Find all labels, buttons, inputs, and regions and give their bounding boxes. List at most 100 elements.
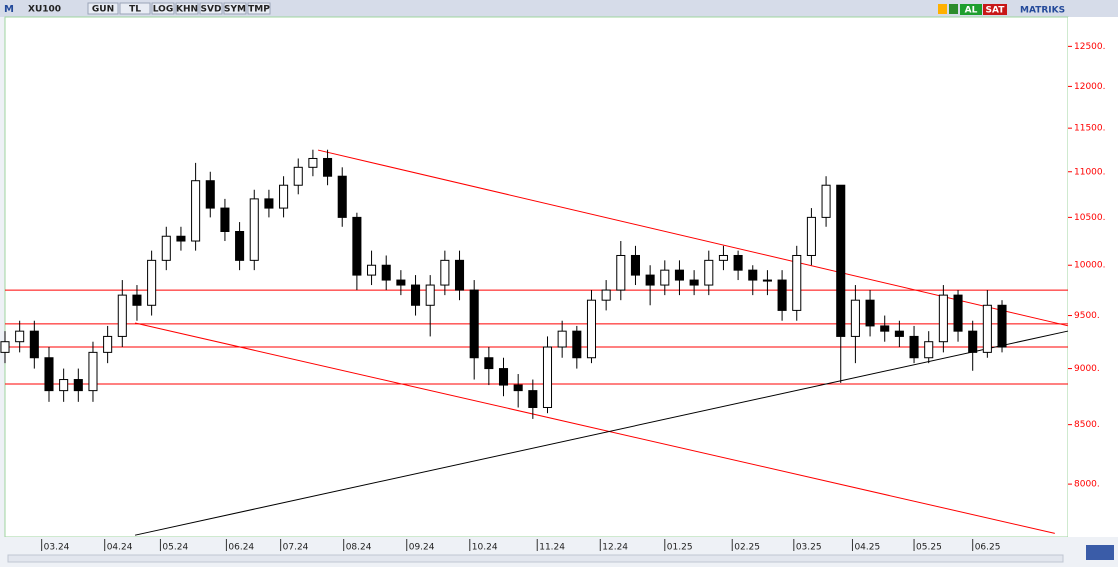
candle-body: [909, 335, 919, 359]
candle-body: [117, 294, 127, 337]
candle-body: [997, 304, 1007, 348]
candle-body: [924, 341, 934, 359]
candle-body: [586, 299, 597, 359]
x-tick-label: 03.24: [44, 543, 70, 553]
x-tick-label: 06.24: [228, 543, 254, 553]
settings-button[interactable]: [1086, 545, 1114, 560]
toolbar-button[interactable]: [199, 2, 223, 15]
candle-body: [323, 157, 333, 177]
brand: MATRIKS: [1020, 6, 1065, 16]
toolbar-button-label: TMP: [248, 5, 270, 15]
y-tick-label: 8000.: [1074, 480, 1100, 490]
candle-body: [821, 184, 831, 218]
candle-body: [660, 269, 670, 286]
toolbar-items: M XU100 AL SAT MATRIKS GUN TL LOG KHN SVD SYM…: [4, 2, 1065, 16]
candle-body: [396, 279, 406, 286]
candle-body: [147, 259, 157, 306]
y-tick-label: 11000.: [1074, 167, 1106, 177]
candle-body: [880, 325, 890, 332]
candle-body: [293, 166, 303, 186]
candle-body: [953, 294, 963, 332]
y-tick-label: 11500.: [1074, 124, 1106, 134]
x-tick-label: 04.24: [107, 543, 133, 553]
candle-body: [645, 274, 655, 286]
x-tick-label: 08.24: [346, 543, 372, 553]
candle-body: [733, 254, 743, 271]
candle-body: [88, 351, 98, 392]
x-tick-label: 05.24: [162, 543, 188, 553]
toolbar-button[interactable]: [119, 2, 151, 15]
symbol: XU100: [28, 5, 61, 15]
sell-button[interactable]: [983, 4, 1007, 15]
toolbar-button-label: GUN: [92, 5, 114, 15]
candle-body: [220, 207, 230, 232]
candle-body: [484, 357, 494, 370]
candle-body: [103, 335, 113, 353]
toolbar-button[interactable]: [223, 2, 247, 15]
candle-body: [29, 330, 39, 359]
plot-area: [4, 16, 1069, 538]
candle-body: [367, 264, 377, 276]
toolbar-button[interactable]: [247, 2, 271, 15]
y-axis-area: [1068, 17, 1118, 537]
candle-body: [235, 230, 245, 261]
candle-body: [498, 368, 509, 386]
logo: M: [4, 4, 14, 15]
x-tick-label: 12.24: [602, 543, 628, 553]
candle-body: [264, 198, 274, 209]
x-tick-label: 03.25: [796, 543, 822, 553]
x-tick-label: 02.25: [734, 543, 760, 553]
candle-body: [850, 299, 860, 337]
sell-label: SAT: [986, 6, 1006, 16]
scrollbar[interactable]: [7, 554, 1064, 563]
candle-body: [59, 379, 69, 392]
candle-body: [44, 357, 54, 392]
candle-body: [968, 330, 978, 353]
candle-body: [836, 184, 846, 337]
toolbar-button-label: SVD: [201, 5, 222, 15]
x-tick-label: 11.24: [539, 543, 565, 553]
candle-body: [161, 235, 171, 261]
trend-line: [134, 322, 1055, 534]
y-tick-label: 12500.: [1074, 42, 1106, 52]
y-tick-label: 10000.: [1074, 261, 1106, 271]
x-tick-label: 10.24: [472, 543, 498, 553]
candle-body: [601, 289, 611, 301]
candle-body: [132, 294, 142, 306]
candle-body: [894, 330, 904, 337]
x-tick-label: 05.25: [916, 543, 942, 553]
x-tick-label: 06.25: [975, 543, 1001, 553]
toolbar-button[interactable]: [87, 2, 119, 15]
candle-body: [718, 254, 728, 261]
candle-body: [0, 341, 10, 353]
toolbar-button[interactable]: [151, 2, 175, 15]
candle-body: [792, 254, 802, 311]
candle-body: [308, 157, 318, 168]
icon[interactable]: [949, 4, 958, 14]
candle-body: [454, 259, 465, 291]
y-tick-label: 9000.: [1074, 364, 1100, 374]
trend-line: [134, 330, 1069, 536]
x-tick-label: 07.24: [283, 543, 309, 553]
candle-body: [176, 235, 186, 242]
candle-body: [689, 279, 699, 286]
toolbar-button-label: LOG: [153, 5, 173, 15]
x-tick-label: 01.25: [667, 543, 693, 553]
buy-button[interactable]: [960, 4, 982, 15]
candle-body: [982, 304, 992, 353]
candle-body: [411, 284, 421, 306]
candle-body: [630, 254, 641, 276]
candle-body: [15, 330, 25, 343]
toolbar-button[interactable]: [175, 2, 199, 15]
candle-body: [528, 390, 538, 408]
y-tick-label: 8500.: [1074, 420, 1100, 430]
x-tick-label: 09.24: [409, 543, 435, 553]
candle-body: [279, 184, 289, 209]
candle-body: [249, 198, 259, 261]
toolbar-button-label: SYM: [224, 5, 246, 15]
candle-body: [704, 259, 714, 286]
candle-body: [205, 180, 215, 209]
icon[interactable]: [938, 4, 947, 14]
candle-body: [777, 279, 787, 311]
